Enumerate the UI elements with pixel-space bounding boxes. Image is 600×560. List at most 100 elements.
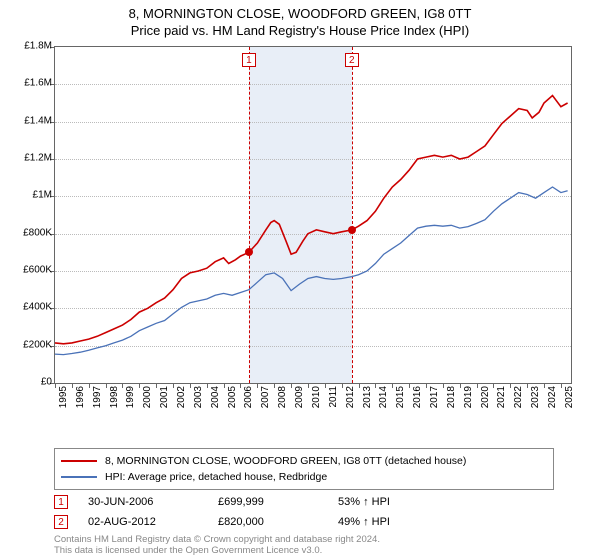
legend-swatch <box>61 460 97 462</box>
y-axis-label: £800K <box>23 227 52 238</box>
chart-area: 12 £0£200K£400K£600K£800K£1M£1.2M£1.4M£1… <box>36 46 576 416</box>
x-axis-label: 2016 <box>412 386 423 408</box>
y-axis-label: £200K <box>23 339 52 350</box>
sale-row: 2 02-AUG-2012 £820,000 49% ↑ HPI <box>54 512 554 532</box>
x-axis-label: 2013 <box>362 386 373 408</box>
x-tick <box>190 383 191 388</box>
x-axis-label: 2023 <box>530 386 541 408</box>
legend-item: HPI: Average price, detached house, Redb… <box>61 469 547 485</box>
x-tick <box>55 383 56 388</box>
x-axis-label: 2015 <box>395 386 406 408</box>
x-axis-label: 2025 <box>564 386 575 408</box>
x-axis-label: 1995 <box>58 386 69 408</box>
x-axis-label: 2002 <box>176 386 187 408</box>
x-axis-label: 2019 <box>463 386 474 408</box>
x-tick <box>561 383 562 388</box>
x-axis-label: 2009 <box>294 386 305 408</box>
x-tick <box>477 383 478 388</box>
sale-row: 1 30-JUN-2006 £699,999 53% ↑ HPI <box>54 492 554 512</box>
x-axis-label: 2003 <box>193 386 204 408</box>
x-tick <box>527 383 528 388</box>
x-axis-label: 2000 <box>142 386 153 408</box>
chart-series <box>55 47 571 383</box>
x-axis-label: 2020 <box>480 386 491 408</box>
x-tick <box>156 383 157 388</box>
x-tick <box>89 383 90 388</box>
chart-title-address: 8, MORNINGTON CLOSE, WOODFORD GREEN, IG8… <box>0 6 600 23</box>
x-tick <box>342 383 343 388</box>
y-axis-label: £600K <box>23 265 52 276</box>
series-property <box>55 96 568 344</box>
x-axis-label: 1999 <box>125 386 136 408</box>
x-tick <box>392 383 393 388</box>
x-tick <box>257 383 258 388</box>
sale-marker-icon: 1 <box>54 495 68 509</box>
x-tick <box>106 383 107 388</box>
sale-marker-icon: 2 <box>54 515 68 529</box>
x-axis-label: 2011 <box>328 386 339 408</box>
sale-price: £699,999 <box>218 496 338 508</box>
chart-title-subtitle: Price paid vs. HM Land Registry's House … <box>0 23 600 40</box>
legend-label: HPI: Average price, detached house, Redb… <box>105 471 327 483</box>
x-tick <box>375 383 376 388</box>
sale-events: 1 30-JUN-2006 £699,999 53% ↑ HPI 2 02-AU… <box>54 492 554 532</box>
x-tick <box>240 383 241 388</box>
sale-date: 30-JUN-2006 <box>88 496 218 508</box>
x-axis-label: 1998 <box>109 386 120 408</box>
x-tick <box>173 383 174 388</box>
x-tick <box>493 383 494 388</box>
y-axis-label: £1.6M <box>24 78 52 89</box>
y-axis-label: £1M <box>33 190 52 201</box>
x-tick <box>207 383 208 388</box>
attribution: Contains HM Land Registry data © Crown c… <box>54 534 574 557</box>
attribution-line: This data is licensed under the Open Gov… <box>54 545 574 556</box>
x-tick <box>460 383 461 388</box>
x-axis-label: 2010 <box>311 386 322 408</box>
y-axis-label: £1.2M <box>24 153 52 164</box>
attribution-line: Contains HM Land Registry data © Crown c… <box>54 534 574 545</box>
x-axis-label: 2017 <box>429 386 440 408</box>
x-tick <box>359 383 360 388</box>
x-tick <box>426 383 427 388</box>
x-axis-label: 2024 <box>547 386 558 408</box>
plot-area: 12 <box>54 46 572 384</box>
legend-label: 8, MORNINGTON CLOSE, WOODFORD GREEN, IG8… <box>105 455 466 467</box>
y-axis-label: £1.4M <box>24 115 52 126</box>
legend-swatch <box>61 476 97 478</box>
x-tick <box>274 383 275 388</box>
y-axis-label: £0 <box>41 377 52 388</box>
x-tick <box>291 383 292 388</box>
x-axis-label: 1997 <box>92 386 103 408</box>
x-axis-label: 1996 <box>75 386 86 408</box>
chart-title-block: 8, MORNINGTON CLOSE, WOODFORD GREEN, IG8… <box>0 0 600 40</box>
y-axis-label: £400K <box>23 302 52 313</box>
legend-item: 8, MORNINGTON CLOSE, WOODFORD GREEN, IG8… <box>61 453 547 469</box>
sale-vs-hpi: 53% ↑ HPI <box>338 496 448 508</box>
x-axis-label: 2001 <box>159 386 170 408</box>
x-axis-label: 2018 <box>446 386 457 408</box>
x-axis-label: 2005 <box>227 386 238 408</box>
x-tick <box>224 383 225 388</box>
x-tick <box>122 383 123 388</box>
x-axis-label: 2021 <box>496 386 507 408</box>
x-tick <box>308 383 309 388</box>
series-hpi <box>55 187 568 355</box>
sale-price: £820,000 <box>218 516 338 528</box>
x-axis-label: 2006 <box>243 386 254 408</box>
x-axis-label: 2012 <box>345 386 356 408</box>
x-tick <box>325 383 326 388</box>
x-axis-label: 2014 <box>378 386 389 408</box>
x-axis-label: 2022 <box>513 386 524 408</box>
sale-date: 02-AUG-2012 <box>88 516 218 528</box>
x-axis-label: 2008 <box>277 386 288 408</box>
y-axis-label: £1.8M <box>24 41 52 52</box>
x-tick <box>510 383 511 388</box>
x-tick <box>409 383 410 388</box>
legend: 8, MORNINGTON CLOSE, WOODFORD GREEN, IG8… <box>54 448 554 490</box>
x-tick <box>544 383 545 388</box>
sale-vs-hpi: 49% ↑ HPI <box>338 516 448 528</box>
x-tick <box>443 383 444 388</box>
x-axis-label: 2007 <box>260 386 271 408</box>
x-axis-label: 2004 <box>210 386 221 408</box>
x-tick <box>72 383 73 388</box>
